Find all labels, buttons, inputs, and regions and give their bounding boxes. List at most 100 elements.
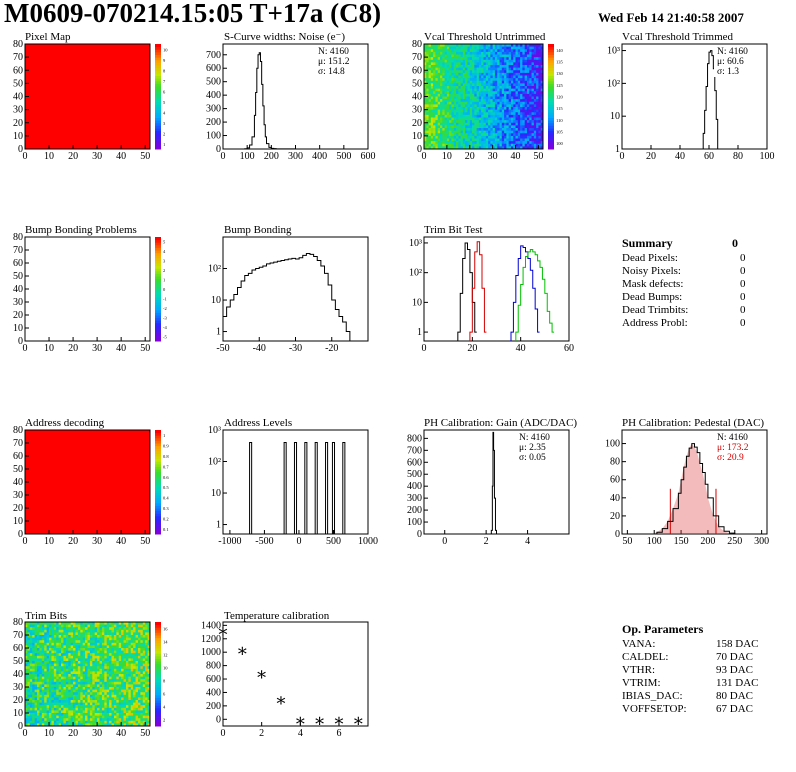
heatmap-cell: [490, 88, 494, 92]
heatmap-cell: [99, 653, 103, 657]
heatmap-cell: [492, 54, 496, 58]
heatmap-cell: [142, 629, 146, 633]
heatmap-cell: [34, 632, 38, 636]
heatmap-cell: [133, 642, 136, 646]
heatmap-cell: [474, 88, 478, 92]
heatmap-cell: [130, 666, 134, 670]
heatmap-cell: [515, 130, 519, 134]
heatmap-cell: [526, 122, 530, 126]
heatmap-cell: [469, 70, 473, 74]
palette-segment: [155, 450, 161, 454]
heatmap-cell: [469, 133, 473, 137]
heatmap-cell: [130, 663, 134, 667]
heatmap-cell: [133, 679, 136, 683]
op-parameters-box: Op. Parameters VANA: 158 DAC CALDEL: 70 DAC…: [622, 622, 772, 722]
heatmap-cell: [494, 49, 498, 53]
heatmap-cell: [483, 146, 487, 150]
heatmap-cell: [41, 689, 45, 693]
heatmap-cell: [29, 648, 33, 651]
heatmap-cell: [437, 117, 441, 121]
heatmap-cell: [121, 679, 124, 683]
heatmap-cell: [508, 54, 512, 58]
heatmap-cell: [513, 99, 516, 103]
heatmap-cell: [469, 83, 473, 87]
heatmap-cell: [467, 120, 471, 124]
heatmap-cell: [430, 59, 434, 63]
heatmap-cell: [426, 75, 429, 79]
heatmap-cell: [499, 130, 503, 134]
heatmap-cell: [137, 658, 141, 662]
heatmap-cell: [476, 75, 480, 79]
heatmap-cell: [41, 692, 45, 696]
heatmap-cell: [63, 653, 67, 657]
heatmap-cell: [520, 46, 523, 50]
heatmap-cell: [51, 715, 55, 719]
heatmap-cell: [442, 72, 445, 76]
heatmap-cell: [462, 146, 466, 150]
heatmap-cell: [49, 710, 52, 714]
heatmap-cell: [437, 88, 441, 92]
heatmap-cell: [51, 681, 55, 685]
heatmap-cell: [145, 629, 148, 633]
heatmap-cell: [63, 720, 67, 724]
heatmap-cell: [476, 67, 480, 71]
heatmap-cell: [538, 57, 542, 61]
heatmap-cell: [513, 104, 516, 108]
heatmap-cell: [497, 109, 500, 113]
heatmap-cell: [492, 107, 496, 111]
heatmap-cell: [130, 661, 134, 664]
heatmap-cell: [49, 622, 52, 625]
heatmap-cell: [424, 99, 427, 103]
heatmap-cell: [456, 75, 459, 79]
heatmap-cell: [494, 138, 498, 142]
heatmap-cell: [111, 702, 115, 706]
heatmap-cell: [135, 650, 139, 654]
heatmap-cell: [41, 661, 45, 664]
heatmap-cell: [46, 653, 50, 657]
level-peak: [304, 442, 308, 534]
heatmap-cell: [513, 93, 516, 97]
heatmap-cell: [109, 679, 112, 683]
heatmap-cell: [531, 75, 535, 79]
heatmap-cell: [526, 101, 530, 105]
heatmap-cell: [104, 702, 108, 706]
heatmap-cell: [101, 681, 105, 685]
heatmap-cell: [65, 648, 69, 651]
heatmap-cell: [424, 75, 427, 79]
heatmap-cell: [536, 109, 539, 113]
heatmap-cell: [109, 627, 112, 631]
heatmap-cell: [467, 86, 471, 90]
op-parameter-row-label: IBIAS_DAC:: [622, 690, 683, 702]
heatmap-cell: [490, 62, 494, 66]
heatmap-cell: [137, 622, 141, 625]
heatmap-cell: [536, 125, 539, 129]
heatmap-cell: [453, 93, 457, 97]
heatmap-cell: [478, 59, 482, 63]
y-tick-label: 1: [615, 144, 620, 155]
chart-title: Trim Bit Test: [424, 224, 483, 236]
heatmap-cell: [440, 146, 443, 150]
heatmap-cell: [456, 54, 459, 58]
heatmap-cell: [111, 642, 115, 646]
heatmap-cell: [508, 83, 512, 87]
heatmap-cell: [87, 642, 91, 646]
heatmap-cell: [51, 705, 55, 709]
heatmap-cell: [442, 88, 445, 92]
palette-segment: [155, 109, 161, 113]
heatmap-cell: [494, 65, 498, 69]
heatmap-cell: [133, 658, 136, 662]
heatmap-cell: [474, 57, 478, 61]
heatmap-cell: [145, 663, 148, 667]
heatmap-cell: [433, 49, 436, 53]
heatmap-cell: [29, 658, 33, 662]
x-tick-label: 40: [511, 151, 521, 162]
heatmap-cell: [510, 112, 514, 116]
palette-tick-label: 0.4: [163, 496, 169, 501]
heatmap-cell: [538, 128, 542, 132]
y-tick-label: 30: [13, 105, 23, 116]
palette-segment: [155, 294, 161, 298]
heatmap-cell: [444, 86, 448, 90]
heatmap-cell: [460, 62, 464, 66]
heatmap-cell: [449, 99, 452, 103]
